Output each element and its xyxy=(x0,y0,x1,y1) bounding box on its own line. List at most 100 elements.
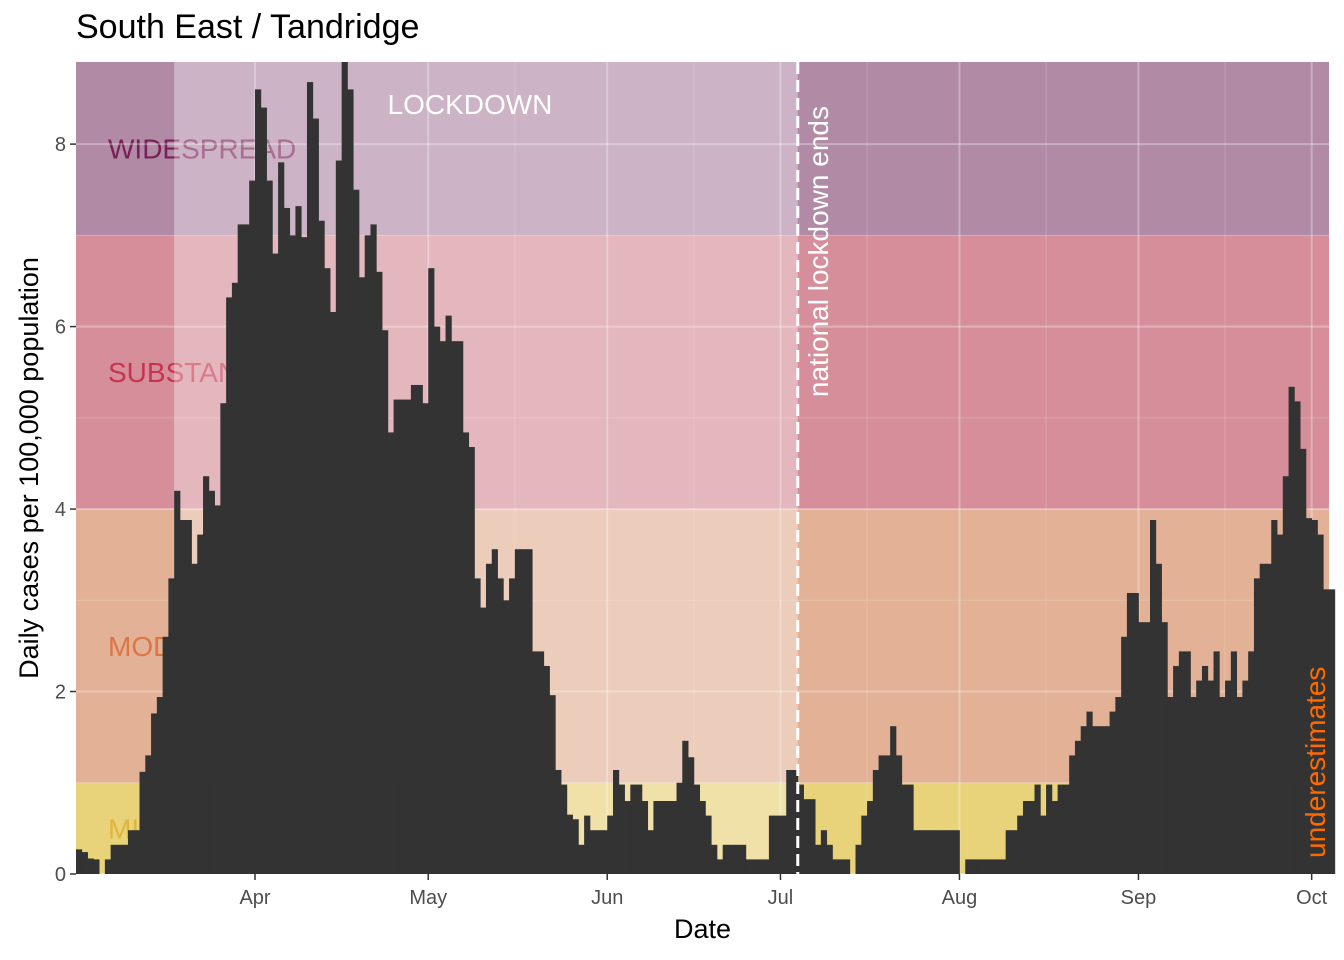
bar xyxy=(1265,563,1272,874)
bar xyxy=(1230,651,1238,874)
bar xyxy=(353,189,360,874)
bar xyxy=(1063,784,1070,874)
bar xyxy=(930,830,937,874)
bar xyxy=(422,403,429,874)
bar xyxy=(514,549,522,874)
bar xyxy=(561,784,568,874)
bar xyxy=(410,384,418,874)
x-tick-label: Apr xyxy=(239,887,270,909)
bar xyxy=(116,844,123,874)
bar xyxy=(711,844,718,874)
bar xyxy=(393,399,400,874)
bar xyxy=(797,784,804,874)
bar xyxy=(185,520,192,874)
bar xyxy=(768,815,776,874)
bar xyxy=(1225,680,1232,874)
bar xyxy=(953,830,960,874)
bar xyxy=(601,830,608,874)
bar xyxy=(641,801,649,874)
x-tick-label: Sep xyxy=(1121,887,1157,909)
bar xyxy=(728,844,735,874)
bar xyxy=(509,578,516,874)
bar xyxy=(901,784,908,874)
bar xyxy=(1305,518,1313,874)
bar xyxy=(191,563,198,874)
bar xyxy=(982,859,989,874)
bar xyxy=(382,330,389,874)
bar xyxy=(659,801,666,874)
bar xyxy=(485,563,493,874)
bar xyxy=(110,844,117,874)
bar xyxy=(474,578,481,874)
bar xyxy=(780,815,787,874)
bar xyxy=(318,220,325,875)
bar xyxy=(1017,815,1024,874)
bar xyxy=(145,755,152,874)
bar xyxy=(468,447,475,874)
x-tick-label: Jun xyxy=(591,887,623,909)
bar xyxy=(520,549,527,874)
bar xyxy=(670,801,677,874)
bar xyxy=(774,815,781,874)
bar xyxy=(1196,680,1203,874)
bar xyxy=(1103,726,1110,874)
bar xyxy=(457,341,464,875)
bar xyxy=(439,341,446,875)
bar xyxy=(93,859,100,874)
bar xyxy=(226,297,233,874)
bar xyxy=(705,815,712,874)
bar xyxy=(976,859,983,874)
bar xyxy=(399,399,406,874)
lockdown-label: LOCKDOWN xyxy=(388,89,553,120)
bar xyxy=(260,107,267,874)
bar xyxy=(1236,697,1243,874)
bar xyxy=(647,830,654,874)
bar xyxy=(936,830,943,874)
bar xyxy=(330,311,337,874)
bar xyxy=(803,799,810,874)
y-tick-label: 4 xyxy=(55,499,66,521)
bar xyxy=(572,819,579,874)
bar xyxy=(1173,665,1180,874)
bar xyxy=(1092,726,1099,874)
bar xyxy=(832,859,839,874)
bar xyxy=(1317,534,1324,874)
bar xyxy=(549,695,556,874)
bar xyxy=(618,784,625,874)
bar xyxy=(716,859,724,874)
bar xyxy=(861,815,868,874)
bar xyxy=(1213,651,1220,874)
bar xyxy=(295,206,302,874)
bar xyxy=(1040,815,1047,874)
bar xyxy=(156,697,164,874)
bar xyxy=(994,859,1001,874)
bar xyxy=(1086,711,1093,874)
bar xyxy=(1132,592,1139,874)
bar xyxy=(878,755,885,874)
underestimates-annotation: underestimates xyxy=(1300,667,1331,858)
bar xyxy=(537,651,545,874)
bar xyxy=(1138,622,1145,874)
bar xyxy=(1057,784,1064,874)
y-tick-label: 8 xyxy=(55,134,66,156)
bar xyxy=(664,801,672,874)
bar xyxy=(745,859,752,874)
bar xyxy=(335,160,343,874)
bar xyxy=(1323,589,1330,874)
bar xyxy=(364,235,371,874)
bar xyxy=(693,784,701,874)
bar xyxy=(480,607,487,874)
bar xyxy=(624,801,631,874)
y-tick-label: 6 xyxy=(55,317,66,339)
bar xyxy=(1242,680,1249,874)
bar xyxy=(347,89,354,874)
y-tick-label: 0 xyxy=(55,864,66,886)
bar xyxy=(434,326,441,875)
bar xyxy=(578,844,585,874)
bar xyxy=(757,859,764,874)
bar xyxy=(688,757,695,874)
bar xyxy=(1034,784,1041,874)
bar xyxy=(1167,697,1174,874)
bar xyxy=(168,578,175,874)
bar xyxy=(491,549,498,874)
